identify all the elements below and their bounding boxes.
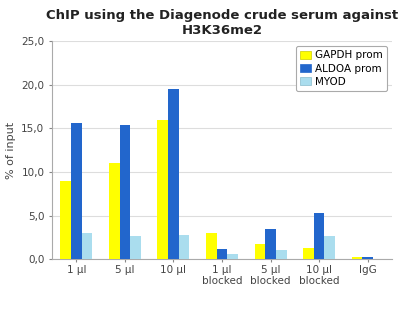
Bar [157,120,168,259]
Bar [179,235,190,259]
Bar [109,163,120,259]
Bar [254,244,265,259]
Bar [265,228,276,259]
Title: ChIP using the Diagenode crude serum against
H3K36me2: ChIP using the Diagenode crude serum aga… [46,9,398,37]
Bar [217,249,227,259]
Bar [120,125,130,259]
Bar [82,233,92,259]
Bar [314,213,324,259]
Bar [324,235,335,259]
Bar [276,250,286,259]
Bar [71,123,82,259]
Y-axis label: % of input: % of input [6,122,16,179]
Bar [168,89,179,259]
Bar [60,181,71,259]
Bar [206,233,217,259]
Bar [227,254,238,259]
Bar [352,257,362,259]
Legend: GAPDH prom, ALDOA prom, MYOD: GAPDH prom, ALDOA prom, MYOD [296,46,387,91]
Bar [303,248,314,259]
Bar [130,236,141,259]
Bar [362,257,373,259]
